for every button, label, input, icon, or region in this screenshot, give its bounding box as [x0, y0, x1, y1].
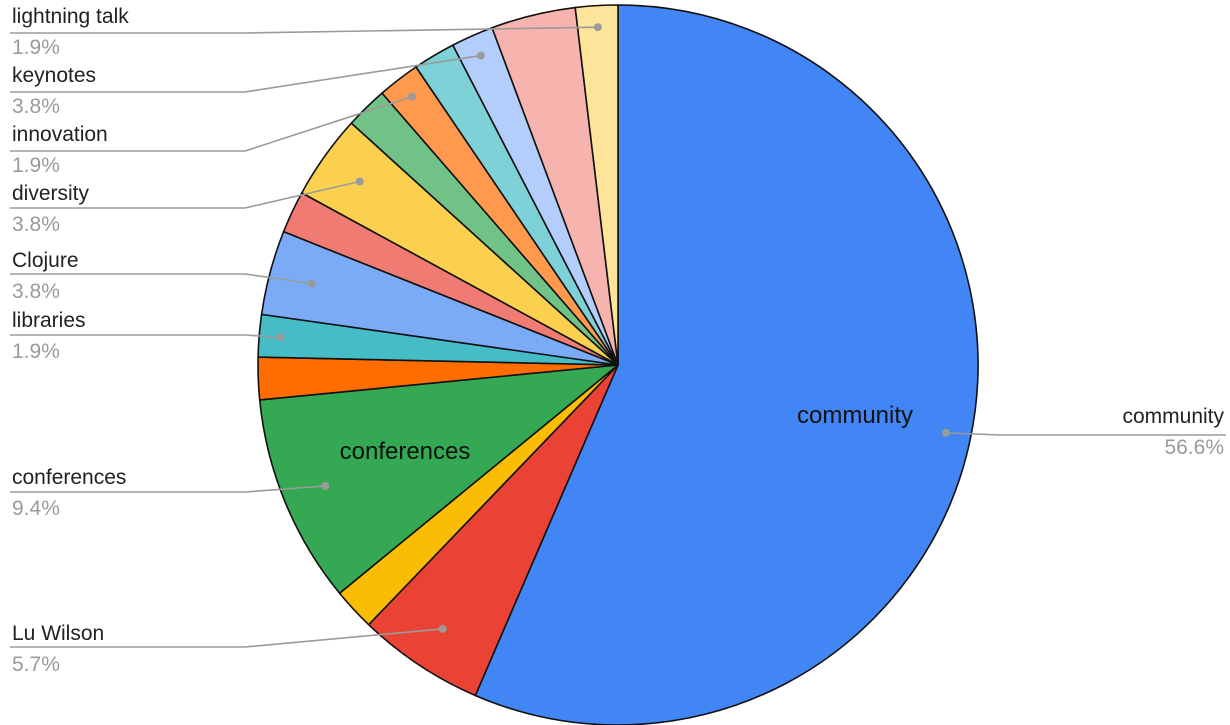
label-community: community: [1122, 405, 1224, 428]
leader-dot-keynotes: [476, 51, 485, 60]
label-libraries: libraries: [12, 309, 86, 332]
label-lu-wilson: Lu Wilson: [12, 622, 104, 645]
leader-line-libraries: [10, 334, 281, 339]
leader-dot-lu-wilson: [438, 624, 447, 633]
label-conferences: conferences: [12, 466, 126, 489]
label-innovation: innovation: [12, 123, 108, 146]
inner-label-conferences: conferences: [340, 438, 471, 465]
inner-labels-layer: community conferences: [340, 402, 913, 465]
leader-dot-innovation: [407, 92, 416, 101]
leader-dot-libraries: [276, 333, 285, 342]
leader-dot-clojure: [307, 279, 316, 288]
leader-dot-diversity: [355, 177, 364, 186]
leader-dot-community: [941, 428, 950, 437]
label-diversity: diversity: [12, 182, 90, 205]
leaders-layer: [10, 23, 1226, 648]
percent-community: 56.6%: [1164, 436, 1224, 459]
percent-innovation: 1.9%: [12, 154, 60, 177]
leader-dot-lightning-talk: [593, 23, 602, 32]
leader-dot-conferences: [321, 482, 330, 490]
percent-diversity: 3.8%: [12, 213, 60, 236]
leader-line-keynotes: [10, 54, 482, 93]
slice-community: [474, 4, 979, 725]
label-lightning-talk: lightning talk: [12, 5, 129, 28]
leader-line-community: [945, 432, 1226, 436]
leader-line-lightning-talk: [10, 26, 598, 34]
leader-line-lu-wilson: [10, 628, 443, 648]
label-keynotes: keynotes: [12, 64, 96, 87]
percent-clojure: 3.8%: [12, 280, 60, 303]
slice-lightning-talk: [574, 4, 619, 366]
leader-line-conferences: [10, 485, 326, 493]
percent-conferences: 9.4%: [12, 497, 60, 520]
slice-lu-wilson: [367, 364, 619, 697]
label-clojure: Clojure: [12, 249, 79, 272]
slices-layer: [257, 4, 979, 725]
percent-libraries: 1.9%: [12, 340, 60, 363]
inner-label-community: community: [797, 402, 913, 429]
labels-layer: community 56.6% Lu Wilson 5.7% conferences 9.…: [12, 5, 1224, 676]
percent-keynotes: 3.8%: [12, 95, 60, 118]
leader-line-clojure: [10, 273, 313, 285]
percent-lightning-talk: 1.9%: [12, 36, 60, 59]
leader-line-diversity: [10, 180, 360, 209]
leader-line-innovation: [10, 95, 413, 152]
slice-conferences: [258, 364, 619, 595]
percent-lu-wilson: 5.7%: [12, 653, 60, 676]
